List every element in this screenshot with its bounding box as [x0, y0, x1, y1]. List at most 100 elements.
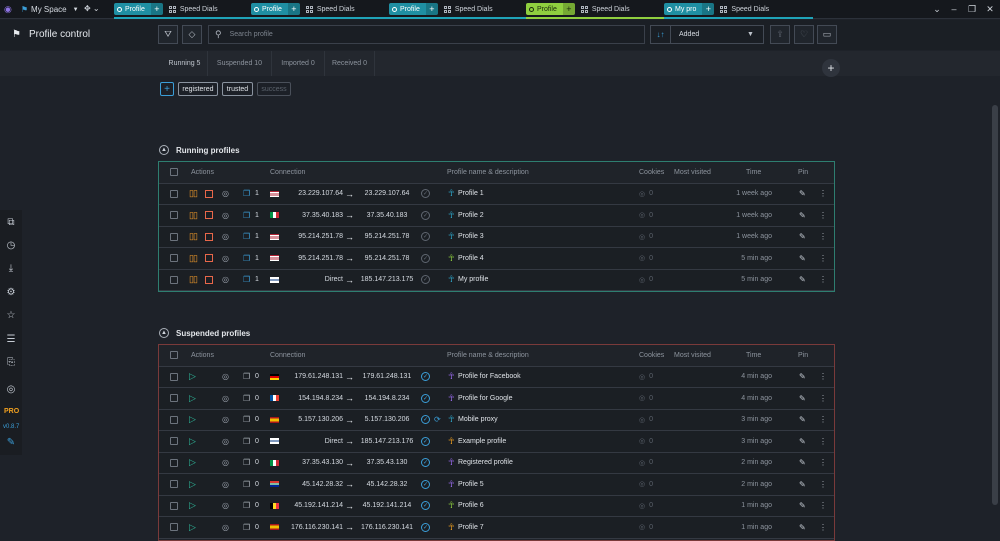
hide-icon[interactable]: ◎ — [222, 415, 229, 425]
profile-tab[interactable]: Profile + — [526, 3, 575, 15]
gear-icon[interactable]: ⚙ — [6, 286, 16, 298]
tab-received[interactable]: Received 0 — [325, 51, 375, 76]
table-row[interactable]: ▷ ◎ ❐ 0 176.116.230.141 → 176.116.230.141 ✓ ☥ Pro… — [159, 517, 834, 539]
row-checkbox[interactable] — [170, 480, 178, 489]
calendar-button[interactable]: ▭ — [817, 25, 837, 44]
search-input[interactable]: ⚲ Search profile — [208, 25, 645, 44]
table-row[interactable]: ▷ ◎ ❐ 0 179.61.248.131 → 179.61.248.131 ✓ ☥ Profi… — [159, 366, 834, 388]
table-row[interactable]: ▷ ◎ ❐ 0 5.157.130.206 → 5.157.130.206 ✓ ⟳ ☥ Mobile… — [159, 409, 834, 431]
profile-name[interactable]: Profile 5 — [458, 480, 484, 488]
hide-icon[interactable]: ◎ — [222, 501, 229, 511]
add-profile-button[interactable]: + — [822, 59, 840, 77]
tag-trusted[interactable]: trusted — [222, 82, 253, 96]
sort-direction-icon[interactable]: ↓↑ — [651, 26, 671, 43]
add-tag-button[interactable]: + — [160, 82, 174, 96]
star-icon[interactable]: ☆ — [6, 309, 16, 321]
more-icon[interactable]: ⋮ — [819, 275, 827, 285]
tag-success[interactable]: success — [257, 82, 291, 96]
row-checkbox[interactable] — [170, 211, 178, 220]
windows-icon[interactable]: ❐ — [243, 522, 251, 532]
profile-name[interactable]: Profile for Facebook — [458, 373, 521, 381]
more-icon[interactable]: ⋮ — [819, 501, 827, 511]
hide-icon[interactable]: ◎ — [222, 393, 229, 403]
play-icon[interactable]: ▷ — [189, 371, 196, 382]
table-row[interactable]: ▷ ◎ ❐ 0 Direct → 185.147.213.176 ✓ ☥ Example prof… — [159, 431, 834, 453]
tab-running[interactable]: Running 5 — [162, 51, 208, 76]
stop-icon[interactable] — [205, 254, 213, 263]
profile-name[interactable]: Profile 4 — [458, 254, 484, 262]
profile-tab[interactable]: Profile + — [251, 3, 300, 15]
profile-name[interactable]: My profile — [458, 276, 489, 284]
stop-icon[interactable] — [205, 232, 213, 241]
play-icon[interactable]: ▷ — [189, 457, 196, 468]
hide-icon[interactable]: ◎ — [222, 436, 229, 446]
add-tab-icon[interactable]: + — [702, 3, 715, 15]
add-tab-icon[interactable]: + — [150, 3, 163, 15]
more-icon[interactable]: ⋮ — [819, 436, 827, 446]
pause-icon[interactable]: ▯▯ — [189, 209, 198, 220]
tag-registered[interactable]: registered — [178, 82, 218, 96]
pause-icon[interactable]: ▯▯ — [189, 188, 198, 199]
windows-icon[interactable]: ❐ — [243, 189, 251, 199]
play-icon[interactable]: ▷ — [189, 392, 196, 403]
hide-icon[interactable]: ◎ — [222, 189, 229, 199]
table-row[interactable]: ▯▯ ◎ ❐ 1 Direct → 185.147.213.175 ✓ ☥ My profile ◎… — [159, 269, 834, 291]
table-row[interactable]: ▯▯ ◎ ❐ 1 95.214.251.78 → 95.214.251.78 ✓ ☥ Profil… — [159, 226, 834, 248]
profile-name[interactable]: Profile 3 — [458, 233, 484, 241]
profile-name[interactable]: Profile 6 — [458, 502, 484, 510]
pin-icon[interactable]: ✎ — [799, 189, 806, 199]
hide-icon[interactable]: ◎ — [222, 479, 229, 489]
add-tab-icon[interactable]: + — [562, 3, 575, 15]
tab-suspended[interactable]: Suspended 10 — [208, 51, 272, 76]
add-tab-icon[interactable]: + — [425, 3, 438, 15]
speed-dials-tab[interactable]: Speed Dials — [720, 5, 769, 13]
profile-name[interactable]: Profile 2 — [458, 211, 484, 219]
hide-icon[interactable]: ◎ — [222, 458, 229, 468]
tab-group-4[interactable]: Profile + Speed Dials — [526, 1, 674, 19]
speed-dials-tab[interactable]: Speed Dials — [443, 5, 493, 13]
row-checkbox[interactable] — [170, 254, 178, 263]
running-section-title[interactable]: ▲ Running profiles — [159, 145, 240, 155]
windows-icon[interactable]: ❐ — [243, 501, 251, 511]
tab-group-1[interactable]: Profile + Speed Dials — [114, 1, 266, 19]
more-icon[interactable]: ⋮ — [819, 189, 827, 199]
table-row[interactable]: ▷ ◎ ❐ 0 45.192.141.214 → 45.192.141.214 ✓ ☥ Profi… — [159, 495, 834, 517]
row-checkbox[interactable] — [170, 372, 178, 381]
row-checkbox[interactable] — [170, 523, 178, 532]
row-checkbox[interactable] — [170, 275, 178, 284]
windows-icon[interactable]: ❐ — [243, 458, 251, 468]
pin-icon[interactable]: ✎ — [799, 372, 806, 382]
more-icon[interactable]: ⋮ — [819, 372, 827, 382]
speed-dials-tab[interactable]: Speed Dials — [580, 5, 630, 13]
tab-imported[interactable]: Imported 0 — [272, 51, 325, 76]
table-row[interactable]: ▷ ◎ ❐ 0 45.142.28.32 → 45.142.28.32 ✓ ☥ Profile 5… — [159, 474, 834, 496]
windows-icon[interactable]: ❐ — [243, 275, 251, 285]
more-icon[interactable]: ⋮ — [819, 479, 827, 489]
minimize-icon[interactable]: – — [951, 4, 957, 14]
select-all-checkbox[interactable] — [170, 168, 178, 177]
space-selector[interactable]: ◉ ⚑ My Space ▼ — [4, 2, 79, 17]
windows-icon[interactable]: ❐ — [243, 232, 251, 242]
stop-icon[interactable] — [205, 211, 213, 220]
select-all-checkbox[interactable] — [170, 351, 178, 360]
profile-name[interactable]: Registered profile — [458, 459, 513, 467]
pin-icon[interactable]: ✎ — [799, 415, 806, 425]
collapse-icon[interactable]: ▲ — [159, 145, 169, 155]
profile-tab[interactable]: My pro + — [664, 3, 715, 15]
profile-name[interactable]: Profile for Google — [458, 394, 513, 402]
tab-group-5[interactable]: My pro + Speed Dials — [664, 1, 814, 19]
pin-icon[interactable]: ✎ — [799, 436, 806, 446]
stop-icon[interactable] — [205, 275, 213, 284]
pin-icon[interactable]: ✎ — [799, 458, 806, 468]
pause-icon[interactable]: ▯▯ — [189, 231, 198, 242]
pause-icon[interactable]: ▯▯ — [189, 274, 198, 285]
add-tab-icon[interactable]: + — [287, 3, 300, 15]
windows-icon[interactable]: ❐ — [243, 253, 251, 263]
hide-icon[interactable]: ◎ — [222, 275, 229, 285]
row-checkbox[interactable] — [170, 394, 178, 403]
windows-icon[interactable]: ❐ — [243, 210, 251, 220]
row-checkbox[interactable] — [170, 232, 178, 241]
pin-icon[interactable]: ✎ — [799, 232, 806, 242]
restore-icon[interactable]: ❐ — [967, 3, 977, 14]
table-row[interactable]: ▯▯ ◎ ❐ 1 23.229.107.64 → 23.229.107.64 ✓ ☥ Profil… — [159, 183, 834, 205]
